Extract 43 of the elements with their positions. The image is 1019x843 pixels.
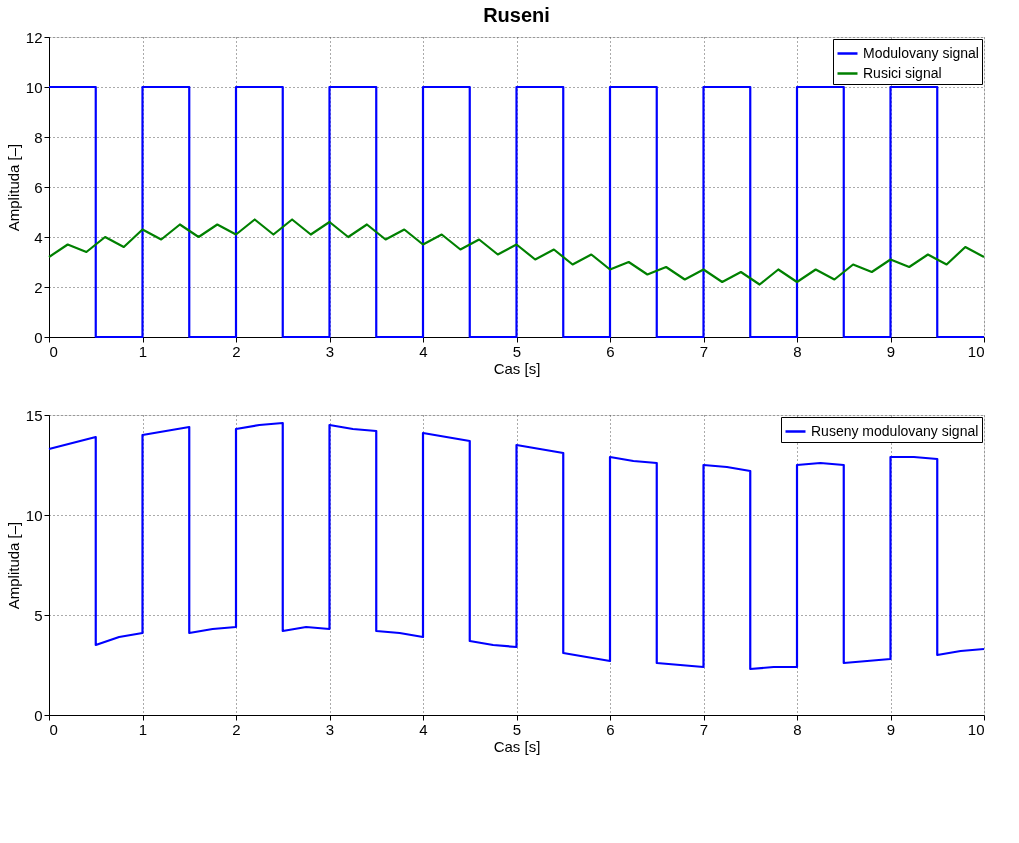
- x-tick-label: 7: [699, 342, 709, 360]
- x-tick-label: 4: [419, 720, 428, 738]
- line-series: [47, 218, 986, 286]
- x-tick-label: 9: [886, 342, 896, 360]
- x-tick-label: 4: [419, 342, 428, 360]
- legend-label: Ruseny modulovany signal: [811, 422, 979, 439]
- y-tick-label: 4: [34, 228, 43, 246]
- y-tick-label: 0: [34, 706, 43, 724]
- x-tick-label: 5: [512, 342, 522, 360]
- x-tick-label: 8: [793, 342, 802, 360]
- y-tick-label: 15: [25, 406, 43, 424]
- x-tick-label: 8: [793, 720, 802, 738]
- y-tick-label: 10: [25, 78, 43, 96]
- x-tick-label: 1: [138, 342, 148, 360]
- line-series: [47, 421, 986, 671]
- chart-title: Ruseni: [483, 4, 550, 26]
- x-tick-label: 3: [325, 342, 335, 360]
- x-tick-label: 0: [49, 342, 58, 360]
- y-tick-label: 2: [34, 278, 43, 296]
- x-tick-label: 10: [967, 720, 985, 738]
- x-tick-label: 10: [967, 342, 985, 360]
- legend-label: Rusici signal: [863, 64, 942, 81]
- y-tick-label: 0: [34, 328, 43, 346]
- x-tick-label: 1: [138, 720, 148, 738]
- y-tick-label: 5: [34, 606, 43, 624]
- x-axis-title: Cas [s]: [493, 359, 541, 377]
- y-axis-title: Amplituda [–]: [4, 143, 22, 232]
- y-tick-label: 8: [34, 128, 43, 146]
- x-tick-label: 6: [606, 720, 615, 738]
- x-tick-label: 9: [886, 720, 896, 738]
- legend-label: Modulovany signal: [863, 44, 979, 61]
- x-tick-label: 2: [232, 720, 241, 738]
- y-tick-label: 12: [25, 28, 43, 46]
- x-tick-label: 0: [49, 720, 58, 738]
- x-tick-label: 6: [606, 342, 615, 360]
- x-axis-title: Cas [s]: [493, 737, 541, 755]
- x-tick-label: 3: [325, 720, 335, 738]
- y-tick-label: 10: [25, 506, 43, 524]
- x-tick-label: 2: [232, 342, 241, 360]
- x-tick-label: 5: [512, 720, 522, 738]
- x-tick-label: 7: [699, 720, 709, 738]
- y-tick-label: 6: [34, 178, 43, 196]
- y-axis-title: Amplituda [–]: [4, 521, 22, 610]
